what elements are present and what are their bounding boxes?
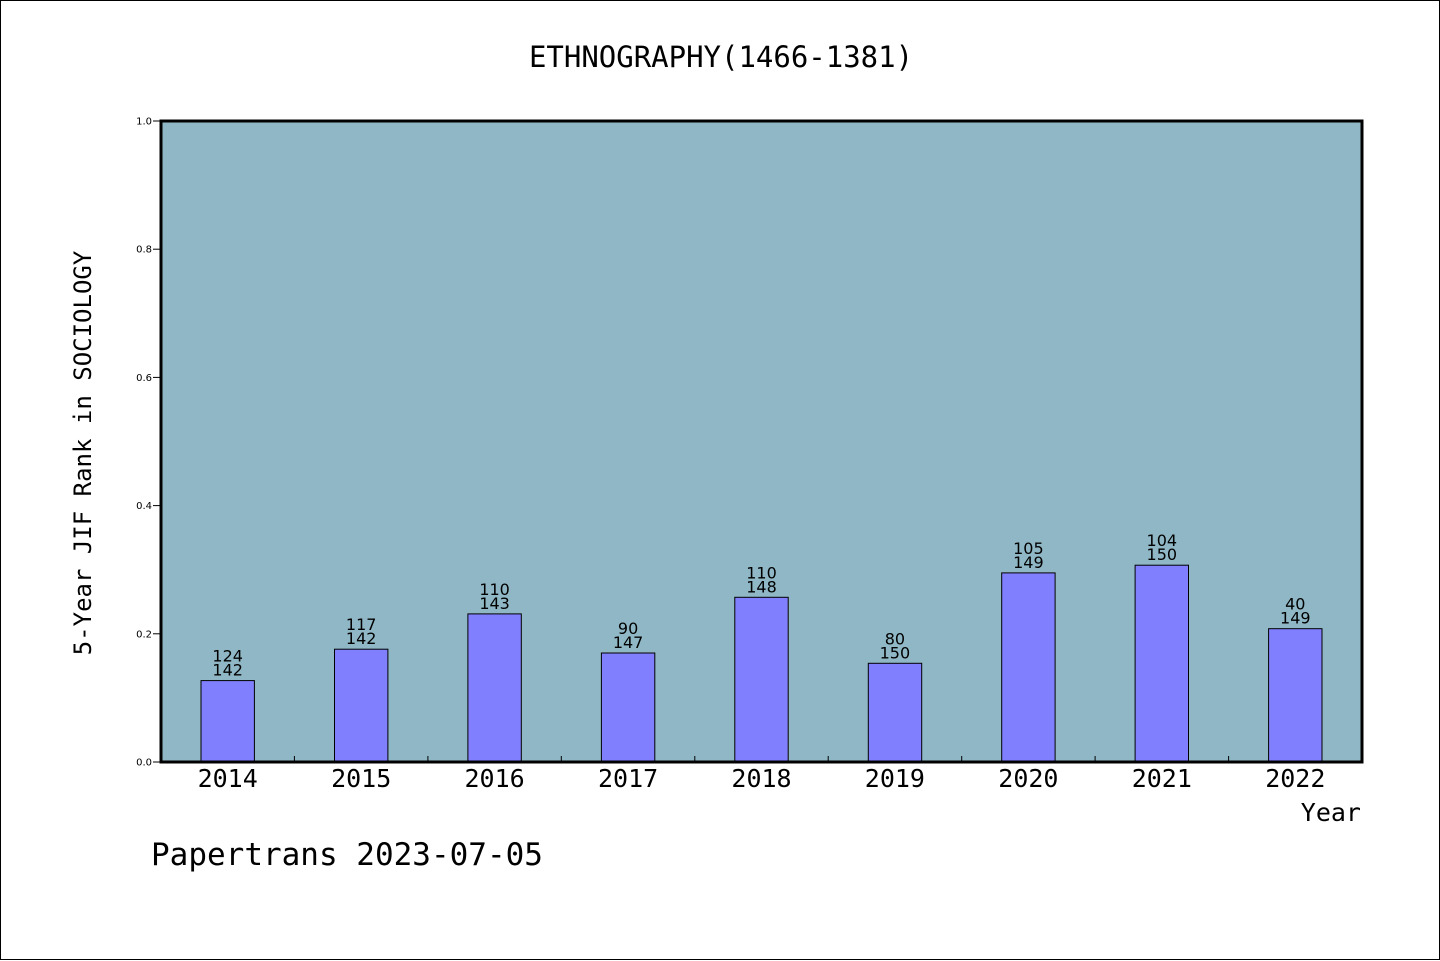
y-tick-label-0.8: 0.8 — [136, 245, 152, 256]
bar-total-label-2016: 143 — [479, 594, 510, 613]
y-tick-label-0.6: 0.6 — [136, 373, 152, 384]
x-tick-label-2020: 2020 — [998, 764, 1058, 793]
bar-2021 — [1134, 564, 1189, 763]
x-tick-label-2015: 2015 — [331, 764, 391, 793]
bar-total-label-2018: 148 — [746, 577, 777, 596]
x-tick-label-2022: 2022 — [1265, 764, 1325, 793]
bar-total-label-2014: 142 — [212, 661, 243, 680]
bar-rank-label-2017: 90 — [618, 619, 638, 638]
x-tick-label-2019: 2019 — [865, 764, 925, 793]
bar-2014 — [200, 680, 255, 763]
bar-2022 — [1268, 628, 1323, 763]
x-tick-label-2014: 2014 — [198, 764, 258, 793]
x-axis-label: Year — [1301, 798, 1361, 827]
x-tick-label-2018: 2018 — [731, 764, 791, 793]
bar-2016 — [467, 613, 522, 763]
bar-rank-label-2015: 117 — [346, 615, 377, 634]
x-tick-label-2017: 2017 — [598, 764, 658, 793]
y-tick-label-0.4: 0.4 — [136, 501, 152, 512]
x-axis: 2014 2015 2016 2017 2018 2019 2020 2021 2022 — [198, 756, 1325, 793]
bar-total-label-2022: 149 — [1280, 609, 1311, 628]
bar-total-label-2017: 147 — [613, 633, 644, 652]
bar-rank-label-2019: 80 — [885, 629, 905, 648]
bar-rank-label-2020: 105 — [1013, 539, 1044, 558]
bar-2015 — [334, 648, 389, 763]
footer-text: Papertrans 2023-07-05 — [151, 837, 543, 873]
bars-group — [200, 564, 1323, 763]
bar-rank-label-2018: 110 — [746, 563, 777, 582]
y-axis: 0.0 0.2 0.4 0.6 0.8 1.0 — [136, 117, 161, 769]
bar-total-label-2020: 149 — [1013, 553, 1044, 572]
bar-2017 — [600, 652, 656, 763]
bar-total-label-2015: 142 — [346, 629, 377, 648]
y-tick-label-1.0: 1.0 — [136, 117, 152, 128]
y-tick-label-0.2: 0.2 — [136, 629, 152, 640]
y-tick-label-0.0: 0.0 — [136, 758, 152, 769]
bar-rank-label-2021: 104 — [1147, 531, 1178, 550]
bar-rank-label-2014: 124 — [212, 647, 243, 666]
data-labels-group: 1241421171421101439014711014880150105149… — [212, 531, 1310, 679]
bar-2018 — [734, 596, 789, 763]
plot-border — [159, 119, 1364, 764]
bar-total-label-2021: 150 — [1147, 545, 1178, 564]
bar-total-label-2019: 150 — [880, 643, 911, 662]
bar-2019 — [867, 662, 923, 763]
chart-title: ETHNOGRAPHY(1466-1381) — [529, 40, 913, 74]
x-tick-label-2016: 2016 — [464, 764, 524, 793]
y-axis-label: 5-Year JIF Rank in SOCIOLOGY — [69, 250, 97, 655]
bar-rank-label-2022: 40 — [1285, 595, 1305, 614]
x-tick-label-2021: 2021 — [1132, 764, 1192, 793]
bar-rank-label-2016: 110 — [479, 580, 510, 599]
bar-2020 — [1001, 572, 1056, 763]
